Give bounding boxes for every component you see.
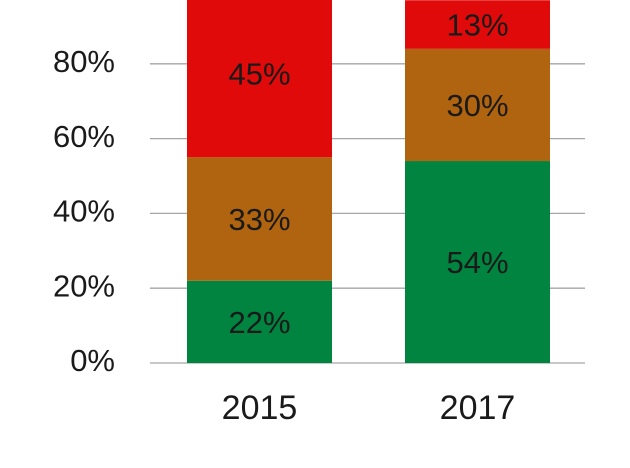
y-tick-label: 80% [53,44,115,79]
x-tick-label: 2017 [440,389,516,427]
bar-segment [405,48,550,162]
bar-segment [187,157,332,281]
bar-segment [187,0,332,158]
y-tick-label: 0% [70,343,115,378]
bar-segment [405,161,550,363]
x-tick-label: 2015 [222,389,298,427]
bar-segment [405,0,550,49]
data-label: 22% [228,305,290,340]
y-tick-label: 100% [36,0,115,4]
data-label: 13% [446,8,508,43]
data-label: 30% [446,88,508,123]
data-label: 54% [446,245,508,280]
y-tick-label: 20% [53,268,115,303]
y-tick-label: 60% [53,119,115,154]
data-label: 33% [228,202,290,237]
y-tick-label: 40% [53,194,115,229]
data-label: 45% [228,56,290,91]
bar-segment [187,280,332,363]
